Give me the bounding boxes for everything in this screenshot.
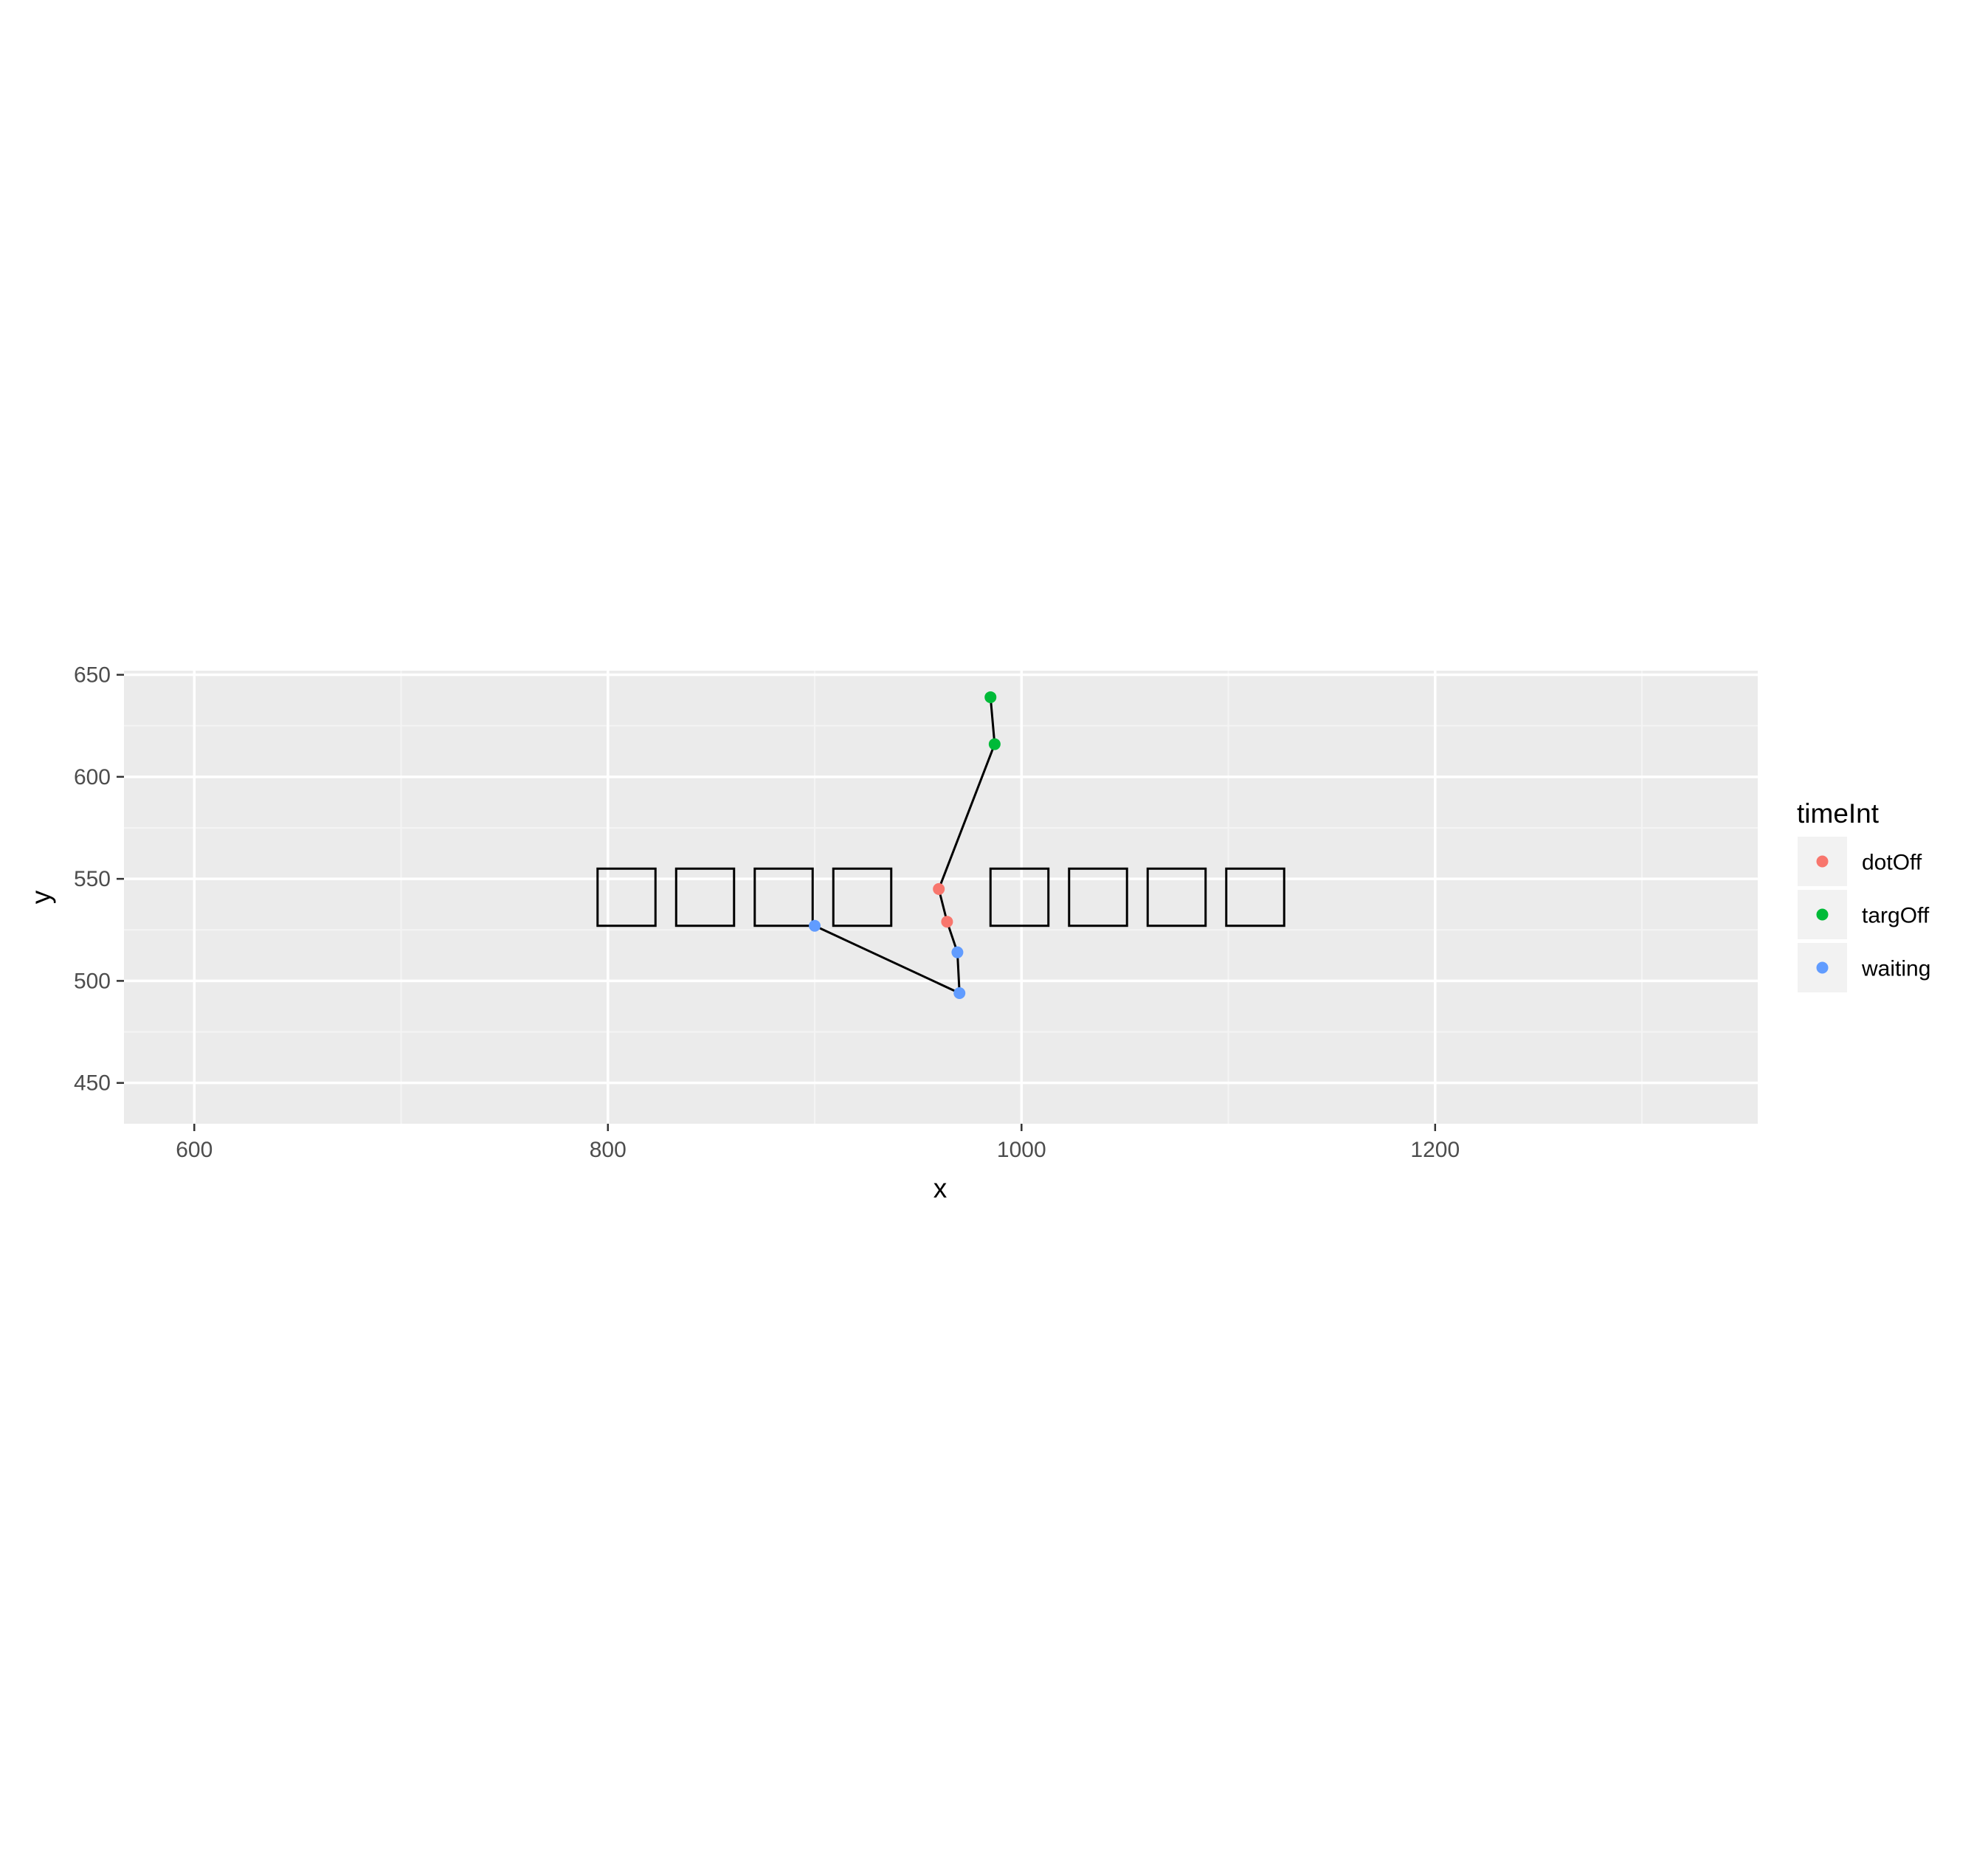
data-points xyxy=(809,691,1001,999)
stimulus-rectangles xyxy=(596,867,1285,927)
legend: timeInt dotOff targOff waiting xyxy=(1797,798,1930,992)
stimulus-rectangle xyxy=(989,867,1050,927)
data-point-targOff xyxy=(984,691,997,703)
x-axis-title: x xyxy=(933,1173,948,1203)
axes: 600 800 1000 1200 450 500 550 600 650 xyxy=(74,663,1460,1162)
legend-label-targOff: targOff xyxy=(1862,904,1930,928)
data-point-waiting xyxy=(953,986,966,999)
data-point-dotOff xyxy=(941,916,953,928)
data-point-waiting xyxy=(809,919,821,932)
x-tick-label: 1200 xyxy=(1410,1138,1460,1162)
legend-swatch-waiting xyxy=(1816,961,1829,974)
gridlines xyxy=(124,671,1758,1124)
stimulus-rectangle xyxy=(1068,867,1128,927)
y-tick-label: 550 xyxy=(74,867,111,891)
legend-swatch-dotOff xyxy=(1816,855,1829,868)
y-tick-label: 600 xyxy=(74,765,111,789)
x-tick-label: 600 xyxy=(176,1138,213,1162)
legend-label-waiting: waiting xyxy=(1861,957,1930,981)
data-point-targOff xyxy=(988,738,1001,750)
stimulus-rectangle xyxy=(832,867,893,927)
stimulus-rectangle xyxy=(674,867,736,927)
legend-swatch-targOff xyxy=(1816,908,1829,921)
legend-entries: dotOff targOff waiting xyxy=(1798,837,1930,992)
data-point-dotOff xyxy=(933,882,945,895)
y-tick-label: 450 xyxy=(74,1071,111,1096)
x-tick-label: 1000 xyxy=(997,1138,1046,1162)
legend-label-dotOff: dotOff xyxy=(1862,851,1922,875)
data-point-waiting xyxy=(951,946,964,958)
x-tick-label: 800 xyxy=(590,1138,627,1162)
y-axis-title: y xyxy=(26,890,56,904)
legend-title: timeInt xyxy=(1797,798,1880,829)
stimulus-rectangle xyxy=(1225,867,1285,927)
stimulus-rectangle xyxy=(1146,867,1207,927)
y-tick-label: 500 xyxy=(74,969,111,993)
stimulus-rectangle xyxy=(753,867,814,927)
stimulus-rectangle xyxy=(596,867,657,927)
y-tick-label: 650 xyxy=(74,663,111,688)
